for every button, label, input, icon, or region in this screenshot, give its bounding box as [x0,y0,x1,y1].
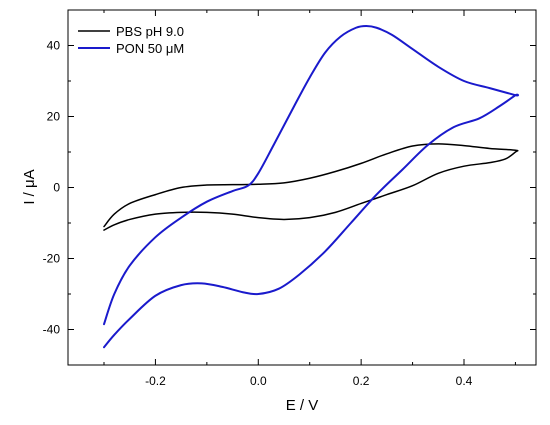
y-tick-label: 40 [47,39,61,53]
curve-pon [103,24,519,349]
legend-label-pon: PON 50 μM [116,41,184,56]
data-curves [103,24,519,349]
x-tick-label: 0.2 [353,374,370,388]
y-tick-label: 0 [53,181,60,195]
axis-ticks: -0.2 0.0 0.2 0.4 -40 -20 0 20 40 [43,9,536,388]
x-tick-label: 0.4 [456,374,473,388]
legend: PBS pH 9.0 PON 50 μM [78,24,184,56]
y-axis-label: I / μA [21,169,38,204]
y-tick-label: -20 [43,252,61,266]
y-tick-label: 20 [47,110,61,124]
x-tick-label: 0.0 [250,374,267,388]
x-tick-label: -0.2 [145,374,166,388]
x-axis-label: E / V [286,397,319,414]
curve-pbs [103,143,519,231]
legend-label-pbs: PBS pH 9.0 [116,24,184,39]
y-tick-label: -40 [43,323,61,337]
